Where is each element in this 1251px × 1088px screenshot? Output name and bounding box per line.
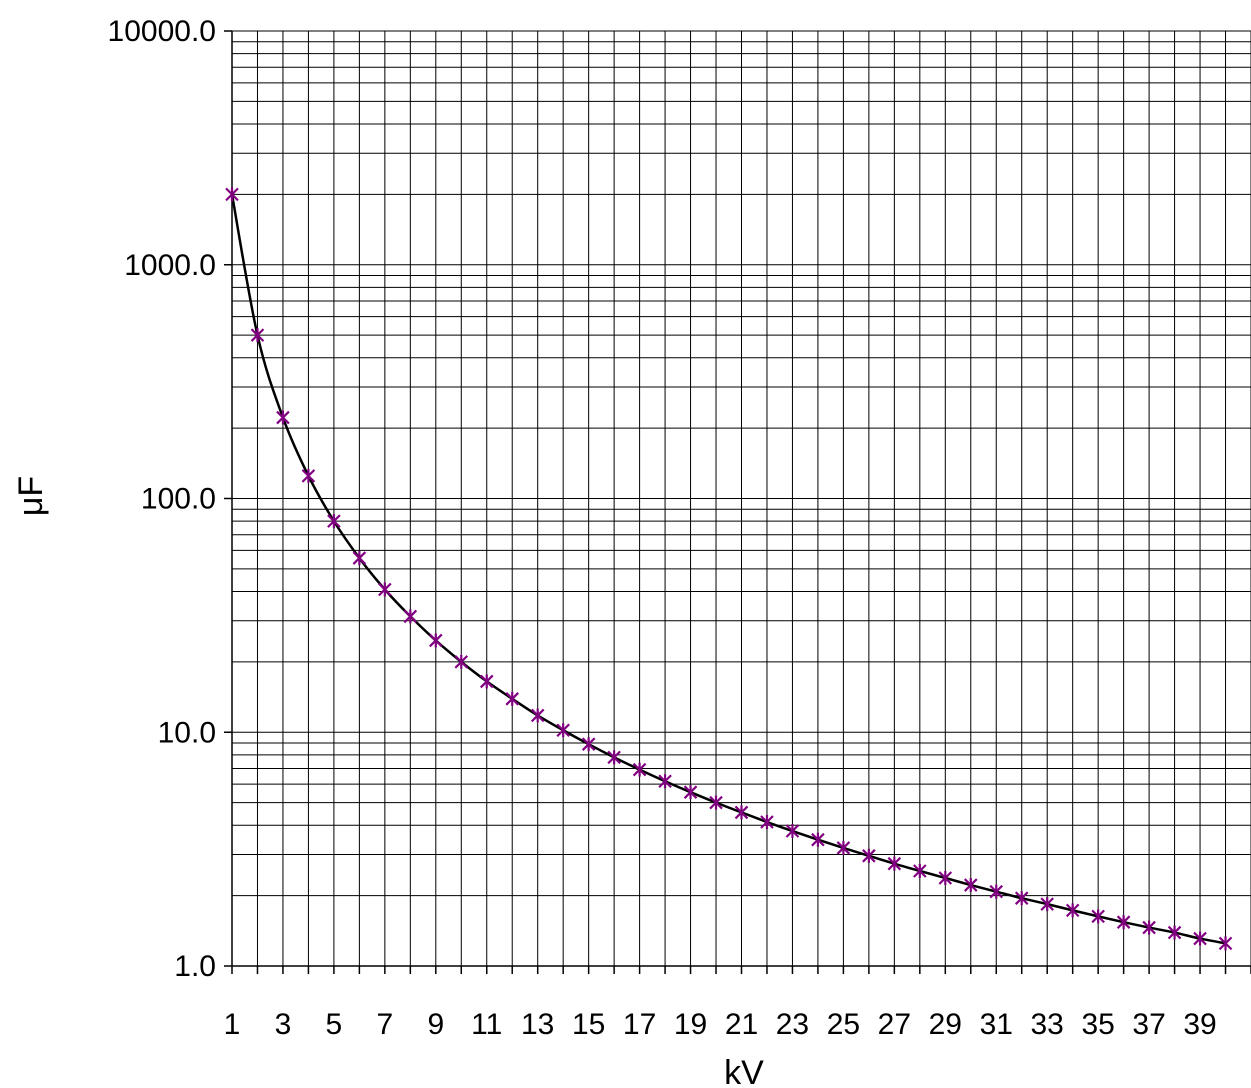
x-tick-label: 25	[827, 1008, 860, 1041]
x-tick-label: 15	[572, 1008, 605, 1041]
x-tick-label: 39	[1183, 1008, 1216, 1041]
x-tick-label: 5	[326, 1008, 343, 1041]
data-point	[1040, 897, 1054, 912]
x-tick-label: 9	[427, 1008, 444, 1041]
data-point	[811, 832, 825, 847]
x-tick-label: 23	[776, 1008, 809, 1041]
data-point	[378, 582, 392, 597]
y-tick-label: 10.0	[158, 716, 216, 749]
data-point	[862, 848, 876, 863]
data-point	[1116, 915, 1131, 930]
x-tick-label: 1	[224, 1008, 241, 1041]
data-point	[327, 514, 341, 529]
axes	[224, 30, 1251, 974]
data-point	[709, 795, 723, 810]
x-tick-label: 11	[471, 1008, 502, 1041]
data-point	[658, 774, 672, 789]
data-point	[683, 785, 698, 800]
data-point	[1218, 936, 1233, 951]
x-axis-label: kV	[724, 1054, 764, 1088]
data-point	[276, 410, 290, 425]
data-point	[1065, 903, 1080, 918]
data-point	[760, 815, 774, 830]
x-tick-label: 37	[1132, 1008, 1165, 1041]
x-tick-label: 27	[878, 1008, 911, 1041]
data-point	[963, 878, 978, 893]
x-tick-labels: 1 3 5 7 9 11 13 15 17 19 21 23 25 27 29 31 33 35 37 39	[224, 1008, 1217, 1041]
y-axis-label: μF	[12, 476, 50, 516]
y-tick-label: 1000.0	[124, 249, 216, 282]
data-point	[530, 708, 545, 723]
y-tick-label: 10000.0	[108, 15, 216, 48]
data-point	[250, 328, 265, 343]
data-point	[505, 691, 520, 706]
data-point	[989, 884, 1004, 899]
data-point	[352, 551, 367, 566]
data-point	[607, 750, 621, 765]
x-tick-label: 21	[725, 1008, 758, 1041]
series	[225, 187, 1233, 951]
x-tick-label: 13	[521, 1008, 554, 1041]
data-point	[1167, 925, 1182, 940]
data-point	[1193, 931, 1207, 946]
data-point	[1142, 920, 1156, 935]
x-tick-label: 19	[674, 1008, 707, 1041]
y-tick-label: 1.0	[174, 950, 216, 983]
data-point	[403, 609, 418, 624]
data-point	[1014, 891, 1029, 906]
data-point	[454, 654, 469, 669]
x-tick-label: 35	[1081, 1008, 1114, 1041]
y-tick-labels: 10000.0 1000.0 100.0 10.0 1.0	[108, 15, 216, 983]
data-point	[301, 468, 316, 483]
data-point	[581, 737, 596, 752]
data-point	[887, 856, 902, 871]
x-tick-label: 29	[929, 1008, 962, 1041]
x-tick-label: 7	[377, 1008, 394, 1041]
data-point	[225, 187, 239, 202]
data-point	[479, 674, 494, 689]
data-point	[429, 633, 443, 648]
data-point	[913, 863, 927, 878]
data-point	[785, 824, 800, 839]
data-point	[556, 723, 570, 738]
data-point	[734, 805, 749, 820]
data-point	[836, 840, 851, 855]
x-tick-label: 33	[1031, 1008, 1064, 1041]
x-tick-label: 31	[980, 1008, 1013, 1041]
grid	[231, 30, 1251, 967]
data-point	[1091, 909, 1105, 924]
x-tick-label: 3	[275, 1008, 292, 1041]
data-point	[938, 870, 953, 885]
y-tick-label: 100.0	[141, 483, 216, 516]
x-tick-label: 17	[623, 1008, 656, 1041]
data-point	[632, 762, 647, 777]
